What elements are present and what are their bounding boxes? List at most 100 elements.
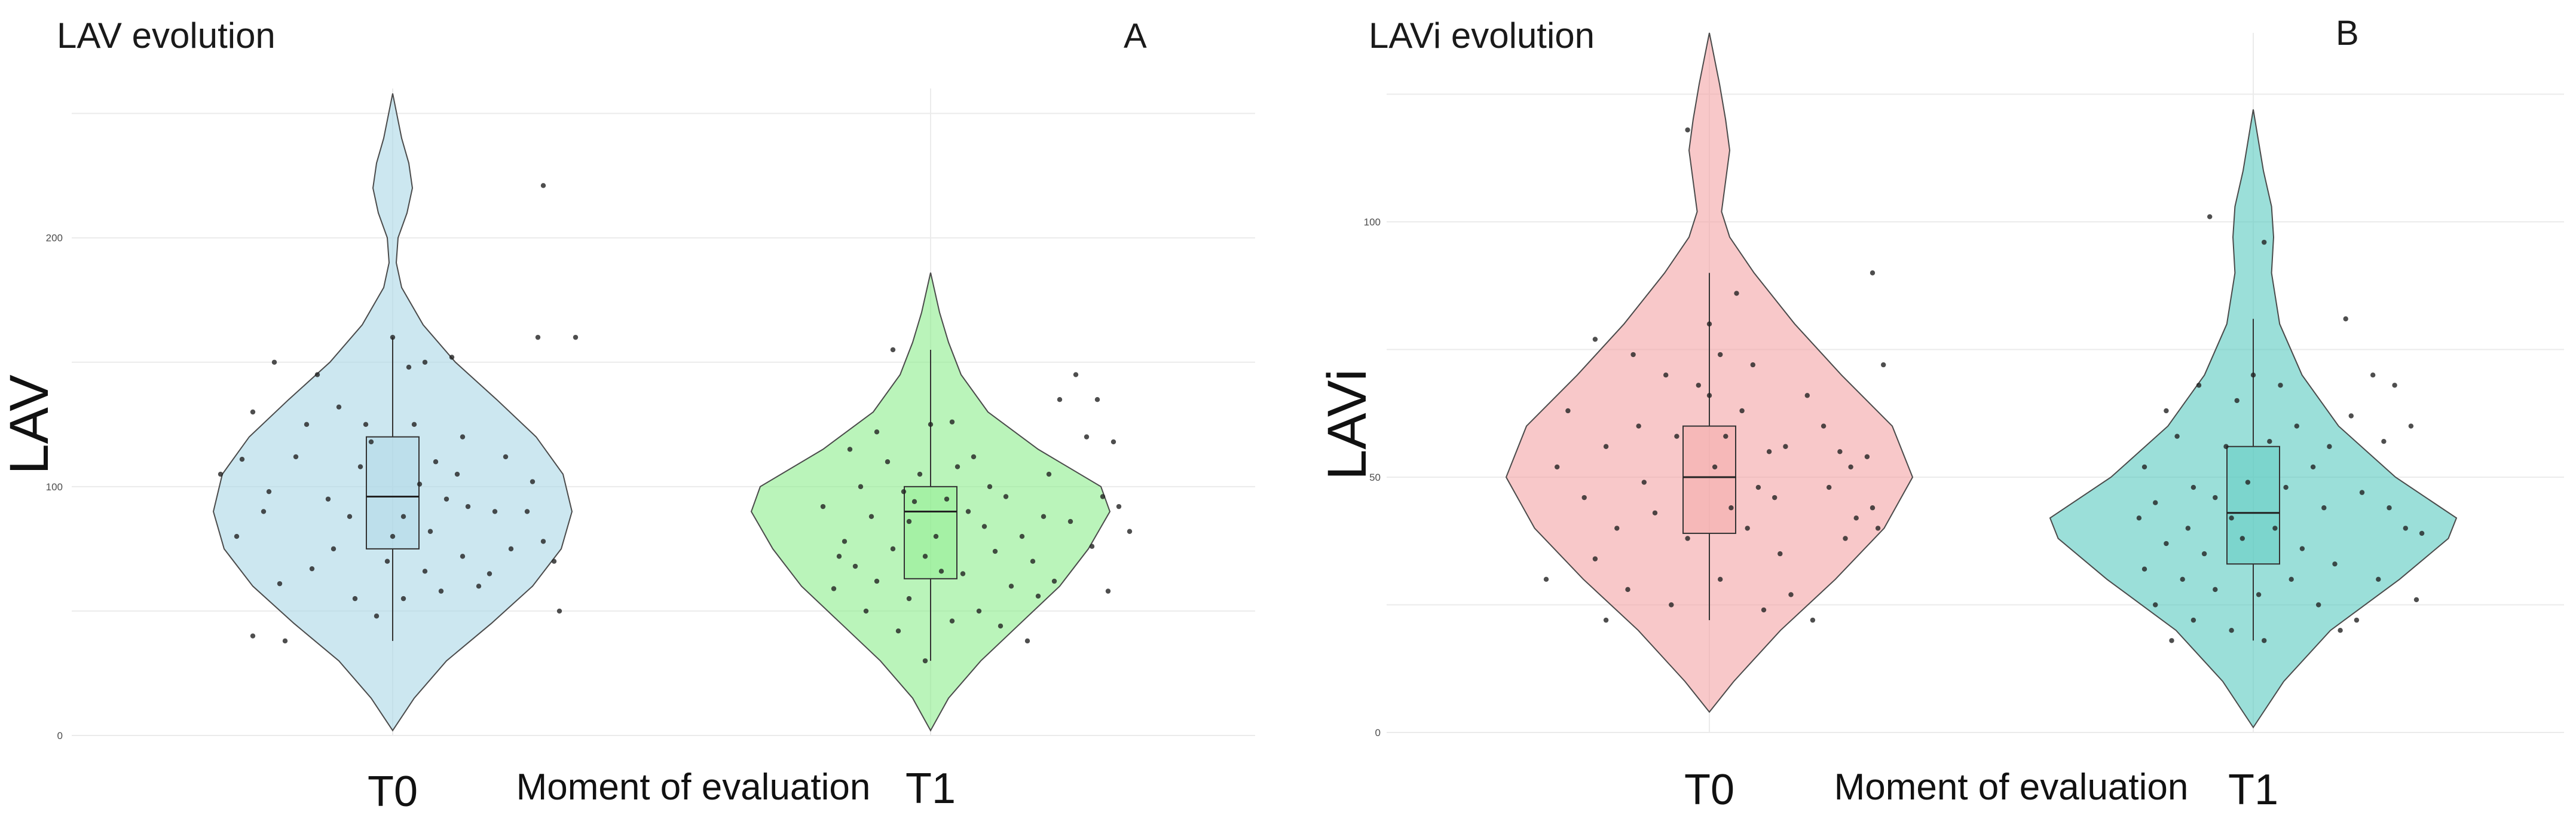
data-point [954, 464, 960, 469]
data-point [852, 563, 858, 569]
data-point [368, 439, 374, 445]
data-point [2240, 536, 2245, 541]
data-point [842, 539, 848, 544]
data-point [271, 359, 277, 365]
data-point [390, 533, 396, 539]
data-point [406, 364, 412, 370]
data-point [874, 578, 880, 584]
data-point [922, 658, 928, 664]
data-point [1019, 533, 1025, 539]
data-point [390, 334, 396, 340]
data-point [540, 183, 546, 188]
data-point [987, 484, 993, 490]
box-t1 [904, 486, 957, 579]
data-point [2153, 602, 2158, 608]
data-point [1810, 617, 1816, 623]
data-point [2338, 627, 2343, 633]
data-point [2413, 597, 2419, 603]
data-point [336, 404, 342, 410]
violins [1505, 32, 2458, 729]
data-point [357, 464, 363, 469]
data-point [1030, 558, 1036, 564]
y-tick-label: 0 [57, 730, 63, 741]
data-point [2190, 617, 2196, 623]
data-point [1772, 495, 1777, 500]
data-point [885, 459, 891, 465]
y-tick-labels: 0 100 200 [46, 233, 63, 741]
data-point [218, 471, 224, 477]
data-point [1685, 536, 1690, 541]
data-point [1837, 449, 1843, 454]
data-point [2343, 316, 2348, 322]
data-point [347, 514, 353, 519]
data-point [1110, 439, 1116, 445]
data-point [858, 484, 864, 490]
data-point [2289, 576, 2294, 582]
data-point [239, 456, 245, 462]
jitter-points [1543, 127, 2425, 643]
data-point [2229, 515, 2234, 521]
data-point [1603, 617, 1609, 623]
data-point [1696, 383, 1701, 388]
data-point [949, 419, 955, 425]
data-point [1603, 444, 1609, 449]
grid [1387, 33, 2564, 733]
data-point [1827, 484, 1832, 490]
data-point [2169, 638, 2174, 643]
data-point [1614, 526, 1620, 531]
data-point [1641, 480, 1647, 485]
data-point [304, 422, 310, 428]
data-point [847, 447, 853, 452]
y-tick-labels: 0 50 100 [1364, 216, 1381, 738]
data-point [438, 588, 444, 594]
data-point [1788, 592, 1794, 597]
data-point [2136, 515, 2142, 521]
data-point [901, 489, 907, 495]
data-point [427, 529, 433, 534]
data-point [2272, 526, 2278, 531]
data-point [1127, 529, 1133, 534]
data-point [261, 509, 267, 514]
data-point [2332, 561, 2338, 567]
data-point [540, 539, 546, 544]
data-point [277, 581, 283, 587]
data-point [917, 471, 923, 477]
data-point [890, 546, 896, 552]
data-point [2141, 566, 2147, 572]
data-point [1581, 495, 1587, 500]
data-point [2164, 541, 2169, 547]
data-point [1094, 396, 1100, 402]
data-point [400, 596, 406, 602]
data-point [2283, 484, 2289, 490]
y-tick-label: 200 [46, 233, 63, 244]
data-point [250, 633, 256, 639]
data-point [1728, 505, 1734, 511]
data-point [911, 499, 917, 505]
data-point [1555, 464, 1560, 470]
data-point [960, 571, 966, 576]
data-point [422, 569, 428, 574]
data-point [293, 454, 299, 460]
data-point [928, 422, 934, 428]
data-point [1100, 494, 1106, 499]
data-point [998, 623, 1004, 629]
data-point [992, 548, 998, 554]
data-point [363, 422, 369, 428]
data-point [1565, 408, 1571, 414]
data-point [1804, 393, 1810, 398]
data-point [1766, 449, 1772, 454]
data-point [1875, 526, 1881, 531]
panel-label: A [1124, 17, 1147, 56]
data-point [2245, 480, 2251, 485]
data-point [874, 429, 880, 435]
data-point [282, 638, 288, 644]
data-point [2213, 587, 2218, 593]
data-point [2229, 627, 2234, 633]
data-point [2190, 484, 2196, 490]
data-point [2419, 530, 2425, 536]
data-point [1783, 444, 1788, 449]
x-tick-label: T1 [905, 765, 956, 813]
data-point [1116, 503, 1122, 509]
data-point [933, 533, 939, 539]
data-point [1864, 454, 1870, 460]
